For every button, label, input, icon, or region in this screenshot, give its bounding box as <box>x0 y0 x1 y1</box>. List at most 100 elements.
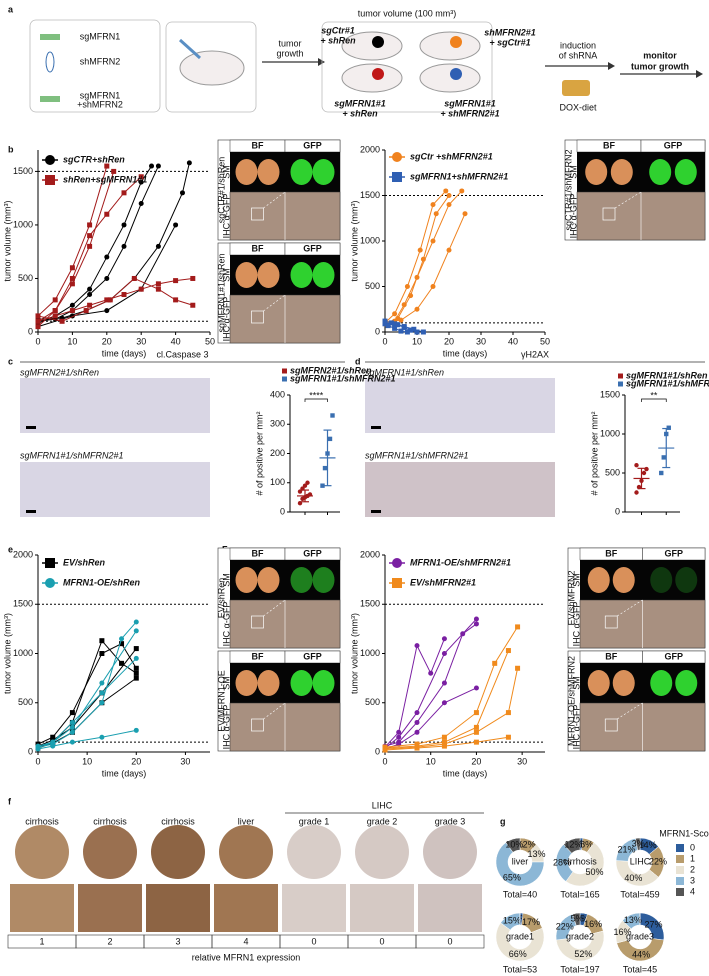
marker <box>441 636 447 642</box>
tick-label: 2000 <box>360 144 380 154</box>
image-header: GFP <box>664 651 683 661</box>
legend-swatch <box>676 888 684 896</box>
marker <box>414 306 420 312</box>
series-line <box>37 621 137 748</box>
marker <box>35 324 41 330</box>
tick-label: 30 <box>517 756 527 766</box>
tick-label: 1500 <box>360 599 380 609</box>
tick-label: 0 <box>280 506 285 516</box>
y-axis-title: tumor volume (mm³) <box>2 613 12 694</box>
series-line <box>37 165 108 317</box>
marker <box>414 745 420 751</box>
legend-swatch <box>676 877 684 885</box>
image-row: IHC α-GFP <box>221 297 231 342</box>
marker <box>473 621 479 627</box>
image-row: IHC α-GFP <box>568 194 578 239</box>
panel-label: d <box>355 356 361 366</box>
construct-icon <box>40 34 60 40</box>
tissue-core <box>287 825 341 879</box>
tick-label: 0 <box>35 336 40 346</box>
marker <box>87 243 93 249</box>
tick-label: 10 <box>412 336 422 346</box>
tick-label: 1500 <box>13 166 33 176</box>
marker <box>322 465 328 471</box>
construct-icon <box>40 96 60 102</box>
tumor-gfp <box>312 262 335 288</box>
panel-label: g <box>500 816 506 826</box>
marker <box>173 297 179 303</box>
y-axis-title: # of positive per mm² <box>254 411 264 495</box>
value-label: 50% <box>586 867 604 877</box>
marker <box>392 172 402 182</box>
column-label: cirrhosis <box>93 816 127 826</box>
image-row: SM <box>571 573 581 587</box>
marker <box>659 470 664 476</box>
marker <box>69 710 75 716</box>
tumor-bf <box>257 159 280 185</box>
marker <box>473 685 479 691</box>
label: tumor growth <box>631 61 689 71</box>
marker <box>408 327 414 333</box>
image-row: SM <box>221 573 231 587</box>
marker <box>505 710 511 716</box>
mouse <box>341 63 403 93</box>
tick-label: 30 <box>136 336 146 346</box>
marker <box>430 238 436 244</box>
legend-title: MFRN1-Score <box>659 828 709 838</box>
marker <box>119 660 125 666</box>
scale-bar <box>371 426 381 429</box>
tumor-gfp <box>290 567 313 593</box>
marker <box>138 179 144 185</box>
image-header: GFP <box>303 140 322 150</box>
tick-label: 500 <box>605 467 620 477</box>
legend-label: MFRN1-OE/shRen <box>63 577 141 587</box>
tick-label: 10 <box>67 336 77 346</box>
zoom-line <box>617 599 643 617</box>
mouse-box <box>165 21 257 113</box>
label: sgCtr#1 <box>321 25 355 35</box>
significance-bracket <box>641 398 667 402</box>
marker <box>155 286 161 292</box>
image-header: BF <box>605 651 617 661</box>
marker <box>179 190 185 196</box>
x-axis-title: time (days) <box>443 768 488 778</box>
marker <box>392 321 398 327</box>
marker <box>99 700 105 706</box>
x-axis-title: time (days) <box>443 348 488 358</box>
value-label: 3% <box>632 838 645 848</box>
marker <box>87 222 93 228</box>
tumor-bf <box>257 567 280 593</box>
tick-label: 1500 <box>13 599 33 609</box>
marker <box>52 313 58 319</box>
tumor-gfp <box>312 670 335 696</box>
tumor <box>372 36 384 48</box>
marker <box>87 302 93 308</box>
score: 2 <box>107 936 112 946</box>
panel-label: e <box>8 544 13 554</box>
marker <box>52 308 58 314</box>
label: + shRen <box>342 108 378 118</box>
series-line <box>384 623 477 747</box>
series-line <box>384 190 447 324</box>
image-header: GFP <box>664 548 683 558</box>
score: 4 <box>243 936 248 946</box>
marker <box>99 690 105 696</box>
zoom-line <box>263 599 286 617</box>
marker <box>87 292 93 298</box>
label: DOX-diet <box>559 102 597 112</box>
tumor-bf <box>235 159 258 185</box>
score: 3 <box>175 936 180 946</box>
marker <box>35 743 41 749</box>
zoom-box <box>602 207 616 221</box>
tumor-bf <box>235 262 258 288</box>
donut-segment <box>495 842 545 887</box>
mouse <box>341 31 403 61</box>
scale-bar <box>26 426 36 429</box>
marker <box>634 490 639 495</box>
label: tumor <box>278 38 301 48</box>
marker <box>382 321 388 327</box>
value-label: 5% <box>576 914 589 924</box>
marker <box>330 413 335 418</box>
tissue-core <box>15 825 69 879</box>
marker <box>173 222 179 228</box>
